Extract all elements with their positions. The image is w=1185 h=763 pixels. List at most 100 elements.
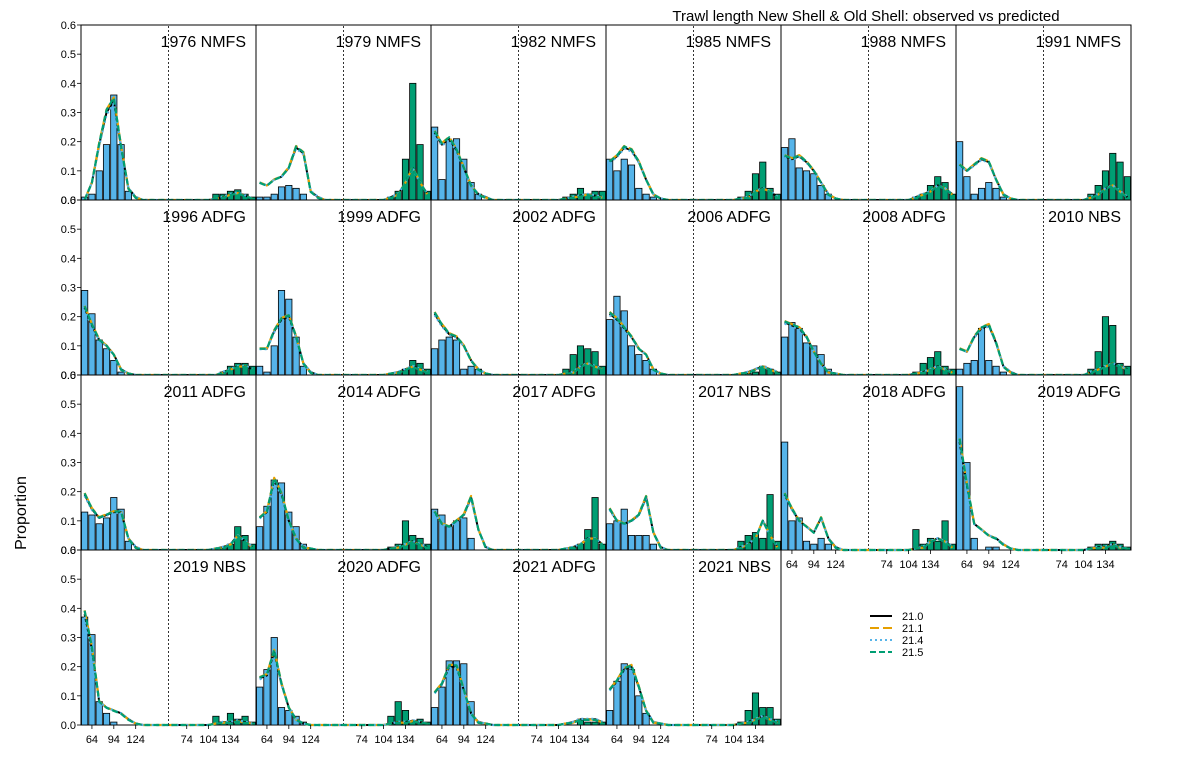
panel-label: 1991 NMFS: [1036, 34, 1121, 51]
observed-bar: [934, 351, 942, 376]
observed-bar: [781, 336, 789, 376]
panel: 1982 NMFS: [430, 24, 607, 202]
observed-bar: [102, 517, 111, 551]
panel: 2021 NBS 64 94 124 74 104 134: [605, 549, 782, 746]
observed-bar: [394, 701, 402, 726]
observed-bar: [759, 537, 767, 551]
observed-bar: [956, 368, 964, 376]
x-tick-label: 124: [827, 559, 845, 571]
panel-label: 2020 ADFG: [337, 559, 421, 576]
observed-bar: [270, 345, 278, 376]
observed-bar: [591, 497, 599, 551]
observed-bar: [992, 365, 1000, 376]
observed-bar: [963, 362, 971, 376]
observed-bar: [802, 342, 811, 376]
observed-bar: [912, 529, 920, 551]
observed-bar: [766, 707, 774, 726]
observed-bar: [613, 170, 621, 201]
panel: 1985 NMFS: [605, 24, 782, 202]
observed-bar: [970, 193, 978, 201]
chart-title: Trawl length New Shell & Old Shell: obse…: [672, 8, 1059, 25]
observed-bar: [620, 508, 628, 551]
y-tick-label: 0.4: [61, 253, 76, 265]
predicted-line: [433, 314, 603, 377]
observed-bar: [277, 290, 286, 376]
y-tick-label: 0.6: [61, 545, 76, 557]
observed-bar: [88, 193, 96, 201]
x-tick-label: 104: [899, 559, 917, 571]
x-tick-label: 94: [983, 559, 995, 571]
y-tick-label: 0.0: [61, 545, 76, 557]
x-tick-label: 94: [283, 734, 295, 746]
observed-bar: [95, 701, 103, 726]
x-tick-label: 74: [531, 734, 543, 746]
observed-bar: [620, 310, 628, 376]
panel: 1996 ADFG 0.0 0.1 0.2 0.3 0.4 0.5 0.6: [61, 195, 257, 382]
predicted-line: [433, 666, 603, 727]
observed-bar: [635, 535, 643, 551]
panel-label: 2002 ADFG: [512, 209, 596, 226]
panel-label: 2017 ADFG: [512, 384, 596, 401]
x-tick-label: 134: [396, 734, 414, 746]
observed-bar: [467, 365, 475, 376]
panel-label: 1985 NMFS: [686, 34, 771, 51]
observed-bar: [584, 348, 592, 376]
panel: 2010 NBS: [955, 199, 1132, 377]
observed-bar: [926, 357, 935, 376]
panel: 1976 NMFS 0.0 0.1 0.2 0.3 0.4 0.5 0.6: [61, 20, 257, 207]
observed-bar: [642, 535, 650, 551]
predicted-line: [958, 438, 1128, 552]
observed-bar: [81, 290, 89, 376]
y-tick-label: 0.4: [61, 603, 76, 615]
x-tick-label: 134: [746, 734, 764, 746]
x-tick-label: 134: [1096, 559, 1114, 571]
observed-bar: [941, 520, 949, 551]
observed-bar: [1109, 325, 1117, 376]
observed-bar: [256, 526, 264, 551]
observed-bar: [956, 386, 964, 551]
observed-bar: [256, 365, 264, 376]
observed-bar: [613, 680, 621, 726]
observed-bar: [256, 686, 264, 726]
x-tick-label: 124: [652, 734, 670, 746]
x-tick-label: 64: [436, 734, 448, 746]
observed-bar: [627, 345, 636, 376]
observed-bar: [598, 543, 606, 551]
y-tick-label: 0.0: [61, 370, 76, 382]
panel: 2018 ADFG 64 94 124 74 104 134: [780, 374, 957, 571]
predicted-line: [783, 492, 954, 552]
observed-bar: [445, 336, 453, 376]
observed-bar: [270, 637, 278, 726]
observed-bar: [270, 193, 278, 201]
predicted-line: [433, 664, 603, 727]
observed-bar: [110, 497, 118, 551]
observed-bar: [81, 511, 89, 551]
observed-bar: [613, 520, 621, 551]
observed-bar: [102, 348, 111, 376]
x-tick-label: 64: [786, 559, 798, 571]
observed-bar: [95, 523, 103, 551]
observed-bar: [627, 164, 636, 201]
observed-bar: [95, 170, 103, 201]
panel: 2006 ADFG: [605, 199, 782, 377]
y-tick-label: 0.6: [61, 195, 76, 207]
observed-bar: [620, 663, 628, 726]
x-tick-label: 124: [127, 734, 145, 746]
panel: 2019 ADFG 64 94 124 74 104 134: [955, 374, 1132, 571]
x-tick-label: 104: [549, 734, 567, 746]
observed-bar: [1101, 170, 1110, 201]
observed-bar: [970, 537, 978, 551]
y-tick-label: 0.2: [61, 312, 76, 324]
observed-bar: [452, 660, 461, 726]
x-tick-label: 124: [477, 734, 495, 746]
panel: 2017 ADFG: [430, 374, 607, 552]
observed-bar: [744, 710, 752, 726]
panels: 1976 NMFS 0.0 0.1 0.2 0.3 0.4 0.5 0.6 1979 NMFS 1…: [61, 20, 1132, 746]
observed-bar: [285, 298, 293, 376]
observed-bar: [584, 721, 592, 726]
observed-bar: [788, 138, 796, 201]
observed-bar: [985, 546, 993, 551]
observed-bar: [110, 360, 118, 376]
predicted-line: [83, 492, 254, 552]
observed-bar: [977, 187, 986, 201]
